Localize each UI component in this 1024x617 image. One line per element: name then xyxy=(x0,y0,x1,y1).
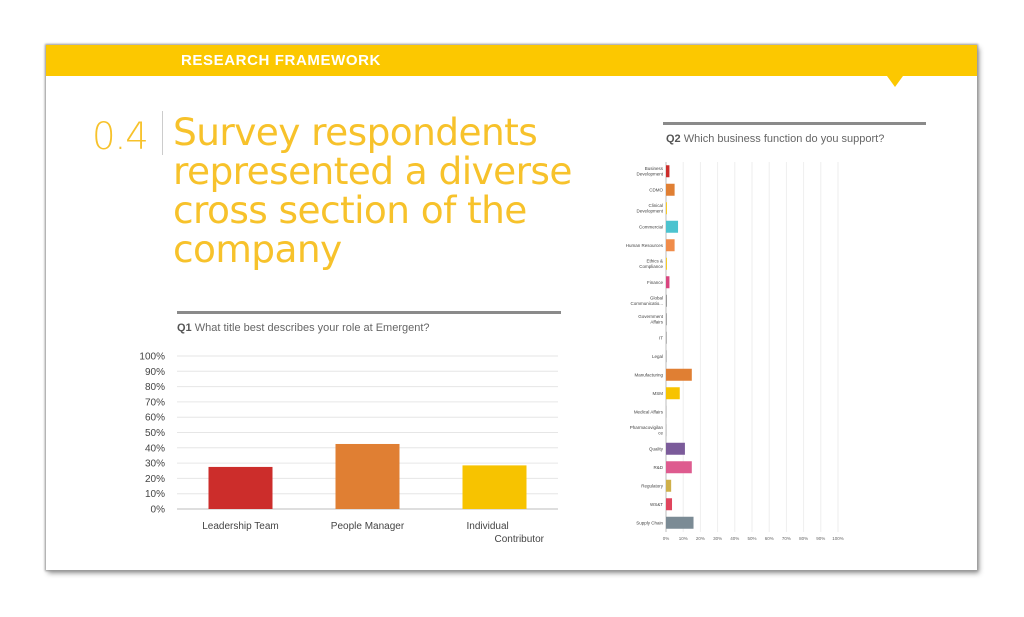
y-tick-label: 80% xyxy=(145,382,165,393)
y-category-label: MSM xyxy=(653,391,664,396)
bar xyxy=(666,165,670,178)
bar xyxy=(666,461,692,474)
bar xyxy=(208,466,273,509)
bar xyxy=(666,405,667,418)
banner-arrow-icon xyxy=(887,76,903,87)
y-tick-label: 10% xyxy=(145,489,165,500)
y-category-label: Supply Chain xyxy=(636,520,663,525)
y-category-label: Legal xyxy=(652,354,663,359)
slide: RESEARCH FRAMEWORK 0.4 Survey respondent… xyxy=(46,45,977,570)
headline-line: Survey respondents xyxy=(173,110,538,154)
bar xyxy=(666,498,673,511)
bar xyxy=(666,313,667,326)
y-category-label: Pharmacovigilan xyxy=(630,425,664,430)
y-category-label: Human Resources xyxy=(626,243,664,248)
q1-code: Q1 xyxy=(177,322,192,334)
y-tick-label: 50% xyxy=(145,428,165,439)
y-category-label: Development xyxy=(636,209,663,214)
x-category-label: Leadership Team xyxy=(202,521,279,532)
x-tick-label: 100% xyxy=(832,536,844,541)
bar xyxy=(666,239,675,252)
x-tick-label: 20% xyxy=(696,536,705,541)
y-tick-label: 0% xyxy=(151,505,166,516)
headline-line: company xyxy=(173,227,342,271)
y-category-label: Quality xyxy=(649,446,664,451)
y-category-label: Clinical xyxy=(648,203,663,208)
y-category-label: Commercial xyxy=(639,224,663,229)
y-tick-label: 20% xyxy=(145,474,165,485)
bar xyxy=(666,220,679,233)
y-category-label: Communicatio... xyxy=(630,301,663,306)
y-tick-label: 90% xyxy=(145,367,165,378)
x-tick-label: 70% xyxy=(782,536,791,541)
q1-title: Q1 What title best describes your role a… xyxy=(177,322,430,334)
bar xyxy=(666,424,667,437)
bar xyxy=(666,183,675,196)
y-category-label: Business xyxy=(645,166,664,171)
q2-title: Q2 Which business function do you suppor… xyxy=(666,133,884,145)
q1-chart: 0% 10% 20% 30% 40% 50% 60% 70% 80% 90% 100% Leaders… xyxy=(139,352,558,545)
bar xyxy=(666,368,692,381)
y-tick-label: 60% xyxy=(145,413,165,424)
y-category-label: WS&T xyxy=(650,502,663,507)
headline-line: represented a diverse xyxy=(173,149,572,193)
y-tick-label: 70% xyxy=(145,397,165,408)
section-number: 0.4 xyxy=(92,115,149,158)
x-tick-label: 50% xyxy=(747,536,756,541)
x-tick-label: 0% xyxy=(663,536,670,541)
bar xyxy=(666,294,667,307)
y-category-label: IT xyxy=(659,335,663,340)
x-tick-label: 10% xyxy=(679,536,688,541)
y-category-label: CDMO xyxy=(649,187,663,192)
q2-rule xyxy=(663,122,926,125)
y-category-label: Government xyxy=(638,314,664,319)
section-divider xyxy=(162,111,163,155)
x-category-label: Contributor xyxy=(495,534,545,545)
y-category-label: R&D xyxy=(653,465,663,470)
y-category-label: Affairs xyxy=(650,320,663,325)
y-tick-label: 30% xyxy=(145,459,165,470)
bar xyxy=(666,516,694,529)
y-category-label: Ethics & xyxy=(646,259,663,264)
y-category-label: Global xyxy=(650,296,663,301)
banner-title: RESEARCH FRAMEWORK xyxy=(181,52,381,69)
q2-code: Q2 xyxy=(666,133,681,145)
bar xyxy=(666,331,667,344)
x-tick-label: 40% xyxy=(730,536,739,541)
bar xyxy=(462,465,527,509)
bar xyxy=(666,479,672,492)
q1-rule xyxy=(177,311,561,314)
y-category-label: Development xyxy=(636,172,663,177)
bar xyxy=(666,276,670,289)
x-category-label: People Manager xyxy=(331,521,405,532)
bar xyxy=(666,202,667,215)
bar xyxy=(335,443,400,509)
y-category-label: Manufacturing xyxy=(634,372,663,377)
bar xyxy=(666,442,685,455)
q1-question: What title best describes your role at E… xyxy=(194,322,430,334)
y-tick-label: 100% xyxy=(139,352,165,363)
x-tick-label: 60% xyxy=(765,536,774,541)
banner: RESEARCH FRAMEWORK xyxy=(46,45,977,76)
x-tick-label: 80% xyxy=(799,536,808,541)
x-tick-label: 90% xyxy=(816,536,825,541)
headline-line: cross section of the xyxy=(173,188,527,232)
q2-chart: 0% 10% 20% 30% 40% 50% 60% 70% 80% 90% 100% Busines… xyxy=(626,162,844,541)
y-category-label: Regulatory xyxy=(641,483,664,488)
y-category-label: ce xyxy=(658,431,663,436)
y-category-label: Compliance xyxy=(639,264,663,269)
x-tick-label: 30% xyxy=(713,536,722,541)
bar xyxy=(666,257,667,270)
y-category-label: Finance xyxy=(647,280,664,285)
q2-question: Which business function do you support? xyxy=(683,133,885,145)
headline: Survey respondents represented a diverse… xyxy=(173,113,633,269)
bar xyxy=(666,387,680,400)
y-tick-label: 40% xyxy=(145,443,165,454)
x-category-label: Individual xyxy=(467,521,509,532)
bar xyxy=(666,350,667,363)
y-category-label: Medical Affairs xyxy=(634,409,664,414)
